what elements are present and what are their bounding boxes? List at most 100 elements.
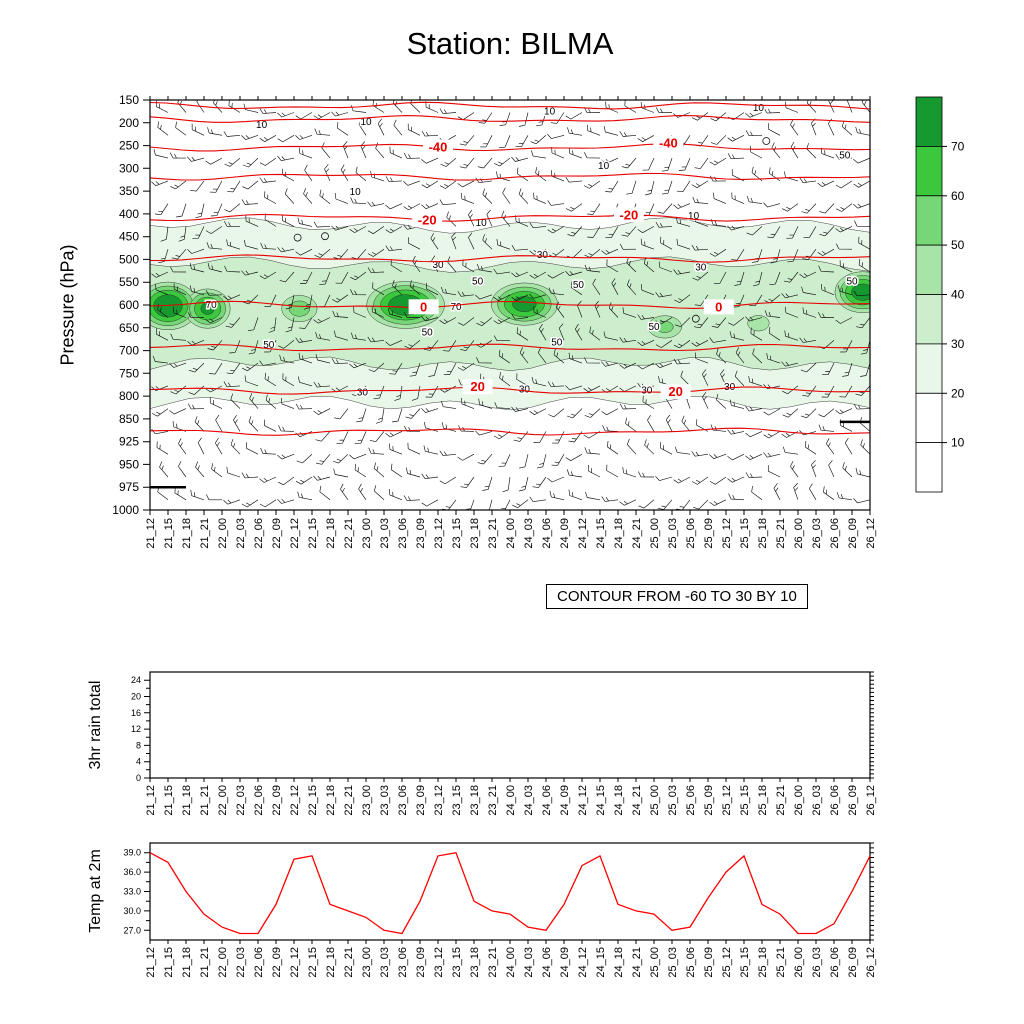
x-tick-label: 22_18 [325, 785, 337, 816]
x-tick-label: 26_03 [811, 518, 823, 549]
rain-tick-label: 16 [131, 708, 141, 718]
x-tick-label: 21_21 [199, 785, 211, 816]
pressure-tick-label: 850 [119, 412, 139, 426]
x-tick-label: 22_06 [253, 947, 265, 978]
x-tick-label: 25_03 [667, 518, 679, 549]
temp-tick-label: 33.0 [123, 887, 141, 897]
pressure-tick-label: 925 [119, 435, 139, 449]
x-tick-label: 24_18 [613, 518, 625, 549]
x-tick-label: 24_06 [541, 785, 553, 816]
shading-contour-label: 50 [422, 327, 434, 338]
temperature-contour-label: -40 [659, 136, 678, 151]
pressure-tick-label: 975 [119, 480, 139, 494]
x-tick-label: 26_12 [865, 947, 877, 978]
x-tick-label: 25_21 [775, 518, 787, 549]
x-tick-label: 25_15 [739, 518, 751, 549]
rain-tick-label: 20 [131, 691, 141, 701]
rain-tick-label: 8 [136, 740, 141, 750]
x-tick-label: 23_00 [361, 518, 373, 549]
temp-tick-label: 39.0 [123, 848, 141, 858]
shading-contour-label: 10 [360, 117, 372, 128]
temperature-contour-label: 20 [668, 384, 682, 399]
x-tick-label: 24_03 [523, 785, 535, 816]
shading-contour-label: 10 [688, 211, 700, 222]
pressure-tick-label: 200 [119, 116, 139, 130]
x-tick-label: 22_12 [289, 518, 301, 549]
x-tick-label: 24_21 [631, 947, 643, 978]
pressure-tick-label: 950 [119, 457, 139, 471]
x-tick-label: 21_12 [145, 785, 157, 816]
x-tick-label: 25_06 [685, 785, 697, 816]
x-tick-label: 26_00 [793, 947, 805, 978]
colorbar-tick-label: 40 [951, 288, 965, 302]
rain-tick-label: 12 [131, 724, 141, 734]
x-tick-label: 26_00 [793, 785, 805, 816]
x-tick-label: 25_15 [739, 785, 751, 816]
page-title: Station: BILMA [406, 26, 614, 61]
x-tick-label: 22_00 [217, 518, 229, 549]
x-tick-label: 25_03 [667, 947, 679, 978]
rain-axis-label: 3hr rain total [87, 680, 104, 770]
x-tick-label: 21_18 [181, 518, 193, 549]
temperature-contour-label: -40 [429, 139, 448, 154]
x-tick-label: 22_21 [343, 785, 355, 816]
surface-marks [150, 420, 870, 489]
rain-tick-label: 24 [131, 675, 141, 685]
x-tick-label: 24_00 [505, 518, 517, 549]
x-tick-label: 24_00 [505, 947, 517, 978]
x-tick-label: 25_18 [757, 947, 769, 978]
temp-tick-label: 27.0 [123, 925, 141, 935]
x-tick-label: 26_09 [847, 947, 859, 978]
x-tick-label: 24_18 [613, 947, 625, 978]
shading-contour-label: 30 [357, 387, 369, 398]
pressure-tick-label: 550 [119, 275, 139, 289]
x-tick-label: 24_03 [523, 518, 535, 549]
x-tick-label: 25_12 [721, 518, 733, 549]
x-tick-label: 23_18 [469, 518, 481, 549]
x-tick-label: 24_09 [559, 518, 571, 549]
x-tick-label: 25_00 [649, 785, 661, 816]
x-tick-label: 21_18 [181, 947, 193, 978]
x-tick-label: 23_00 [361, 947, 373, 978]
x-tick-label: 25_09 [703, 947, 715, 978]
temperature-contour-labels: -40 -40 -20 -20 0 0 20 20 [408, 135, 734, 400]
x-tick-label: 21_15 [163, 947, 175, 978]
x-tick-label: 21_15 [163, 785, 175, 816]
x-tick-label: 25_06 [685, 518, 697, 549]
rain-tick-label: 0 [136, 773, 141, 783]
shading-contour-label: 50 [573, 280, 585, 291]
x-tick-label: 24_00 [505, 785, 517, 816]
x-tick-label: 24_09 [559, 947, 571, 978]
x-tick-label: 23_18 [469, 785, 481, 816]
x-tick-label: 23_21 [487, 785, 499, 816]
temp-x-tick-labels: 21_12 21_15 21_18 21_21 22_00 22_03 22_06 22_09… [145, 947, 877, 978]
x-tick-label: 22_12 [289, 785, 301, 816]
rain-tick-label: 4 [136, 757, 141, 767]
x-tick-label: 24_06 [541, 947, 553, 978]
x-tick-label: 25_00 [649, 518, 661, 549]
x-tick-label: 23_21 [487, 518, 499, 549]
x-tick-label: 24_09 [559, 785, 571, 816]
x-tick-label: 24_06 [541, 518, 553, 549]
x-tick-label: 25_18 [757, 785, 769, 816]
pressure-tick-label: 800 [119, 389, 139, 403]
contour-note: CONTOUR FROM -60 TO 30 BY 10 [546, 584, 808, 609]
humidity-shading [150, 217, 870, 411]
x-tick-label: 23_18 [469, 947, 481, 978]
pressure-tick-label: 150 [119, 93, 139, 107]
x-tick-label: 22_15 [307, 947, 319, 978]
pressure-tick-label: 250 [119, 139, 139, 153]
x-tick-label: 23_15 [451, 947, 463, 978]
x-tick-label: 23_03 [379, 518, 391, 549]
x-tick-label: 26_00 [793, 518, 805, 549]
shading-contour-label: 70 [450, 302, 462, 313]
x-tick-label: 23_06 [397, 785, 409, 816]
x-tick-label: 25_09 [703, 518, 715, 549]
shading-contour-label: 30 [695, 263, 707, 274]
x-tick-label: 26_03 [811, 947, 823, 978]
x-tick-label: 24_03 [523, 947, 535, 978]
x-tick-label: 24_15 [595, 947, 607, 978]
x-tick-label: 26_03 [811, 785, 823, 816]
pressure-tick-label: 350 [119, 184, 139, 198]
